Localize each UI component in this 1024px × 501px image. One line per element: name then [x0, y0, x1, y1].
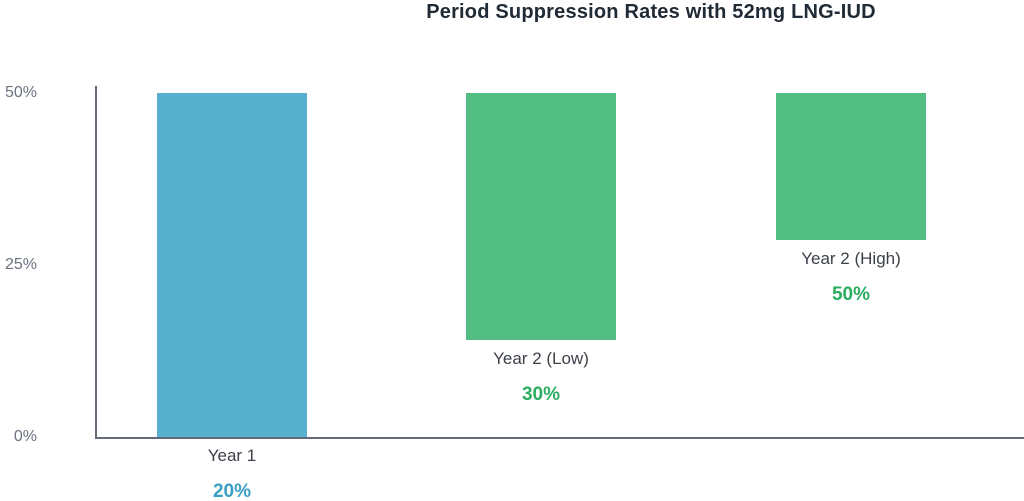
- bar-category-label-year-2-high: Year 2 (High): [801, 249, 901, 269]
- y-axis-tick-0: 0%: [13, 428, 37, 445]
- bar-category-label-year-1: Year 1: [207, 446, 257, 465]
- bar-value-label-year-1: 20%: [212, 481, 252, 501]
- bar-year-2-low: [466, 93, 616, 340]
- bar-year-1: [157, 93, 307, 437]
- bar-value-label-year-2-low: 30%: [521, 383, 561, 405]
- y-axis-tick-25: 25%: [4, 256, 37, 273]
- y-axis-tick-50: 50%: [4, 84, 37, 101]
- chart-title: Period Suppression Rates with 52mg LNG-I…: [426, 1, 876, 23]
- bar-value-label-year-2-high: 50%: [831, 284, 871, 306]
- y-axis-line: [95, 86, 97, 439]
- bar-category-label-year-2-low: Year 2 (Low): [493, 348, 589, 368]
- bar-year-2-high: [776, 93, 926, 241]
- x-axis-line: [95, 437, 1024, 439]
